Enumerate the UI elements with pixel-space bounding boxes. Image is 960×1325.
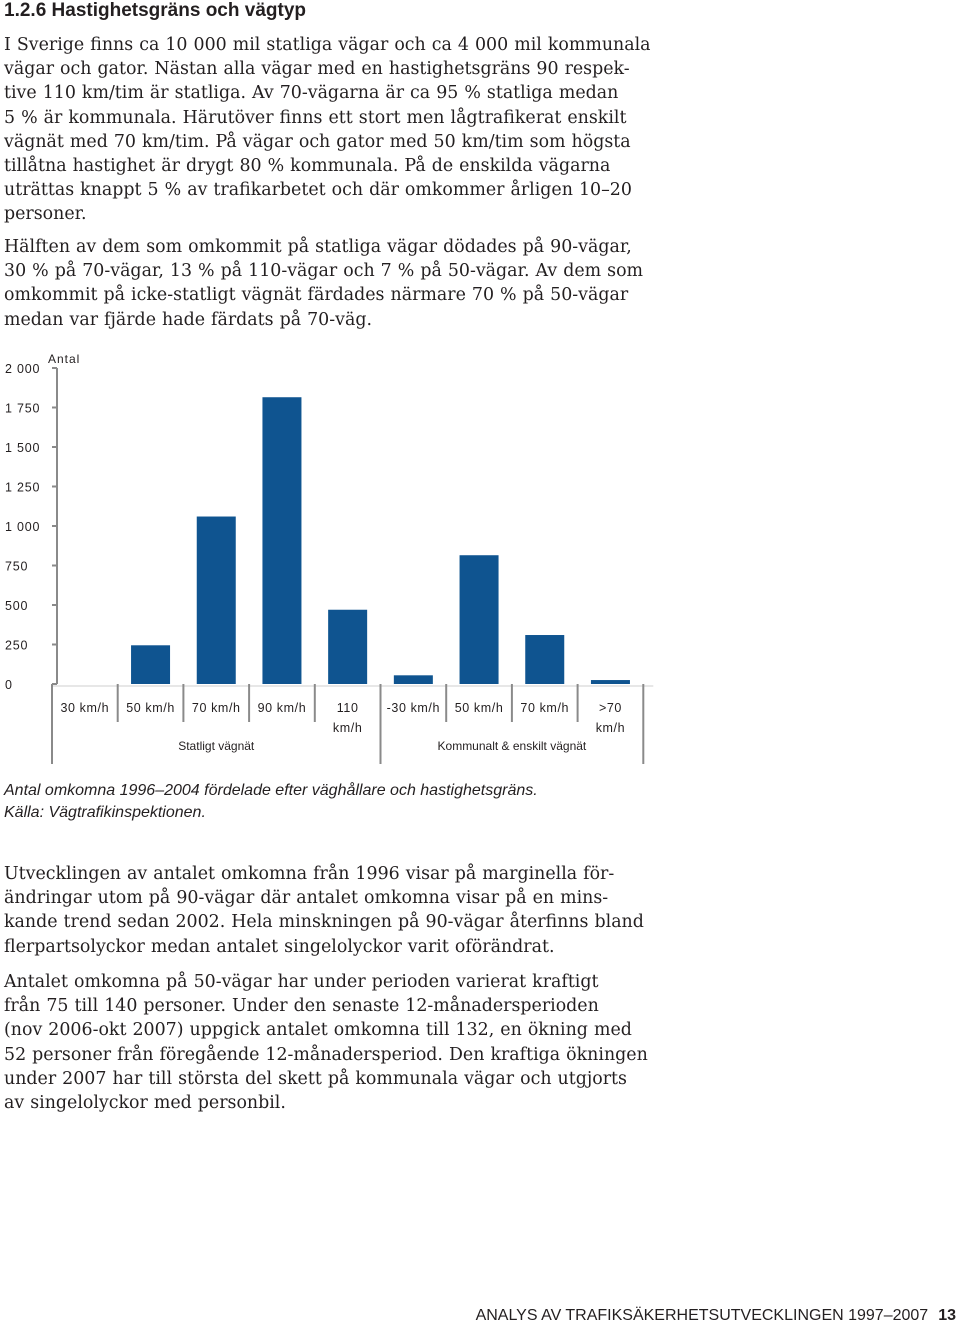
text-line: tive 110 km/tim är statliga. Av 70-vägar… [4, 83, 619, 104]
text-line: kande trend sedan 2002. Hela minskningen… [4, 912, 644, 933]
y-tick-label: 1 750 [5, 402, 40, 416]
bar [459, 555, 499, 684]
x-tick-label: 70 km/h [192, 701, 241, 715]
footer-title: ANALYS AV TRAFIKSÄKERHETSUTVECKLINGEN 19… [475, 1307, 929, 1324]
bar [131, 645, 171, 684]
text-line: 5 % är kommunala. Härutöver finns ett st… [4, 107, 627, 128]
y-tick-label: 500 [5, 599, 28, 613]
y-tick-label: 250 [5, 639, 28, 653]
text-line: ändringar utom på 90-vägar där antalet o… [4, 888, 609, 909]
text-line: omkommit på icke-statligt vägnät färdade… [4, 285, 629, 306]
y-tick-label: 1 000 [5, 520, 40, 534]
x-tick-label: 30 km/h [61, 701, 110, 715]
x-tick-label: 110 [337, 701, 359, 715]
x-tick-label: 90 km/h [258, 701, 307, 715]
y-axis-title: Antal [48, 352, 80, 366]
x-tick-label: >70 [599, 701, 622, 715]
x-tick-label: 70 km/h [520, 701, 569, 715]
caption-line: Antal omkomna 1996–2004 fördelade efter … [4, 782, 538, 799]
figure-caption: Antal omkomna 1996–2004 fördelade efter … [4, 780, 538, 824]
x-tick-label: km/h [596, 721, 626, 735]
x-axis-labels: 30 km/h 50 km/h 70 km/h 90 km/h 110 km/h -30 k… [61, 701, 626, 735]
y-tick-label: 0 [5, 678, 13, 692]
text-line: flerpartsolyckor medan antalet singeloly… [4, 936, 555, 957]
x-tick-label: 50 km/h [126, 701, 175, 715]
paragraph-4: Antalet omkomna på 50-vägar har under pe… [4, 970, 704, 1115]
text-line: 52 personer från föregående 12-månadersp… [4, 1044, 648, 1065]
bar [525, 635, 565, 684]
paragraph-3: Utvecklingen av antalet omkomna från 199… [4, 862, 704, 959]
page-footer: ANALYS AV TRAFIKSÄKERHETSUTVECKLINGEN 19… [476, 1307, 956, 1325]
text-line: under 2007 har till största del skett på… [4, 1068, 627, 1089]
group-label: Statligt vägnät [178, 739, 255, 753]
caption-source: Källa: Vägtrafikinspektionen. [4, 804, 206, 821]
text-line: Hälften av dem som omkommit på statliga … [4, 237, 632, 257]
text-line: uträttas knappt 5 % av trafikarbetet och… [4, 180, 632, 201]
y-axis-ticks: 2 000 1 750 1 500 1 250 1 000 750 500 250 0 [5, 362, 57, 692]
bar-chart: Antal 2 000 1 750 1 500 1 250 1 000 750 500 250… [5, 352, 654, 764]
chart-bars [131, 397, 630, 684]
bar [393, 675, 433, 684]
x-tick-label: -30 km/h [387, 701, 440, 715]
text-line: tillåtna hastighet är drygt 80 % kommuna… [4, 156, 611, 177]
bar [196, 516, 236, 684]
text-line: personer. [4, 204, 87, 225]
text-line: från 75 till 140 personer. Under den sen… [4, 996, 599, 1017]
y-tick-label: 750 [5, 560, 28, 574]
bar [590, 680, 630, 684]
text-line: vägar och gator. Nästan alla vägar med e… [4, 59, 630, 80]
text-line: 30 % på 70-vägar, 13 % på 110-vägar och … [4, 261, 644, 282]
paragraph-2: Hälften av dem som omkommit på statliga … [4, 235, 704, 332]
text-line: Utvecklingen av antalet omkomna från 199… [4, 864, 615, 884]
group-labels: Statligt vägnät Kommunalt & enskilt vägnä… [178, 739, 587, 753]
text-line: I Sverige finns ca 10 000 mil statliga v… [4, 35, 651, 55]
section-heading: 1.2.6 Hastighetsgräns och vägtyp [4, 0, 306, 21]
text-line: Antalet omkomna på 50-vägar har under pe… [4, 972, 599, 992]
text-line: medan var fjärde hade färdats på 70-väg. [4, 309, 372, 330]
bar [262, 397, 302, 684]
text-line: av singelolyckor med personbil. [4, 1093, 286, 1114]
group-label: Kommunalt & enskilt vägnät [438, 739, 587, 753]
y-tick-label: 1 250 [5, 481, 40, 495]
x-tick-label: 50 km/h [455, 701, 504, 715]
paragraph-1: I Sverige finns ca 10 000 mil statliga v… [4, 33, 704, 227]
page-number: 13 [938, 1307, 956, 1324]
text-line: (nov 2006-okt 2007) uppgick antalet omko… [4, 1020, 632, 1041]
y-tick-label: 1 500 [5, 441, 40, 455]
y-tick-label: 2 000 [5, 362, 40, 376]
text-line: vägnät med 70 km/tim. På vägar och gator… [4, 131, 631, 152]
bar [328, 609, 368, 684]
x-tick-label: km/h [333, 721, 363, 735]
